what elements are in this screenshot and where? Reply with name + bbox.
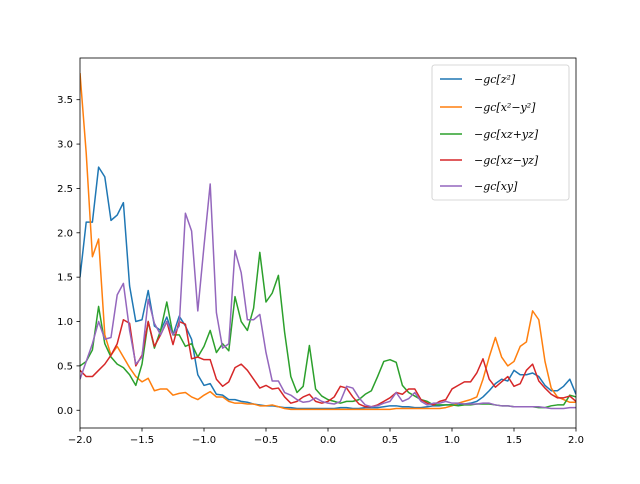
series-line-1 [80, 73, 576, 411]
x-tick-label: 0.0 [320, 435, 336, 446]
y-tick-label: 1.5 [57, 273, 73, 284]
y-tick-label: 2.0 [57, 228, 73, 239]
series-line-0 [80, 166, 576, 410]
x-tick-label: −2.0 [68, 435, 92, 446]
y-tick-label: 0.5 [57, 361, 73, 372]
series-line-4 [80, 183, 576, 410]
x-tick-label: −0.5 [254, 435, 278, 446]
legend-label-4: −gc[xy] [474, 180, 518, 193]
x-tick-label: 1.5 [506, 435, 522, 446]
legend: −gc[z²] −gc[x²−y²] −gc[xz+yz] −gc[xz−yz] −gc… [431, 64, 570, 201]
series-layer [80, 73, 576, 411]
y-axis: 0.0 0.5 1.0 1.5 2.0 2.5 3.0 3.5 [57, 95, 80, 417]
y-tick-label: 0.0 [57, 406, 73, 417]
x-tick-label: −1.0 [192, 435, 216, 446]
legend-label-0: −gc[z²] [474, 73, 516, 86]
x-tick-label: −1.5 [130, 435, 154, 446]
x-tick-label: 1.0 [444, 435, 460, 446]
legend-label-1: −gc[x²−y²] [474, 101, 536, 114]
legend-label-3: −gc[xz−yz] [474, 154, 539, 167]
y-tick-label: 3.5 [57, 95, 73, 106]
legend-label-2: −gc[xz+yz] [474, 128, 539, 141]
x-tick-label: 0.5 [382, 435, 398, 446]
legend-box [431, 64, 570, 201]
y-tick-label: 3.0 [57, 140, 73, 151]
x-tick-label: 2.0 [568, 435, 584, 446]
y-tick-label: 2.5 [57, 184, 73, 195]
x-axis: −2.0 −1.5 −1.0 −0.5 0.0 0.5 1.0 1.5 2.0 [68, 428, 584, 446]
y-tick-label: 1.0 [57, 317, 73, 328]
